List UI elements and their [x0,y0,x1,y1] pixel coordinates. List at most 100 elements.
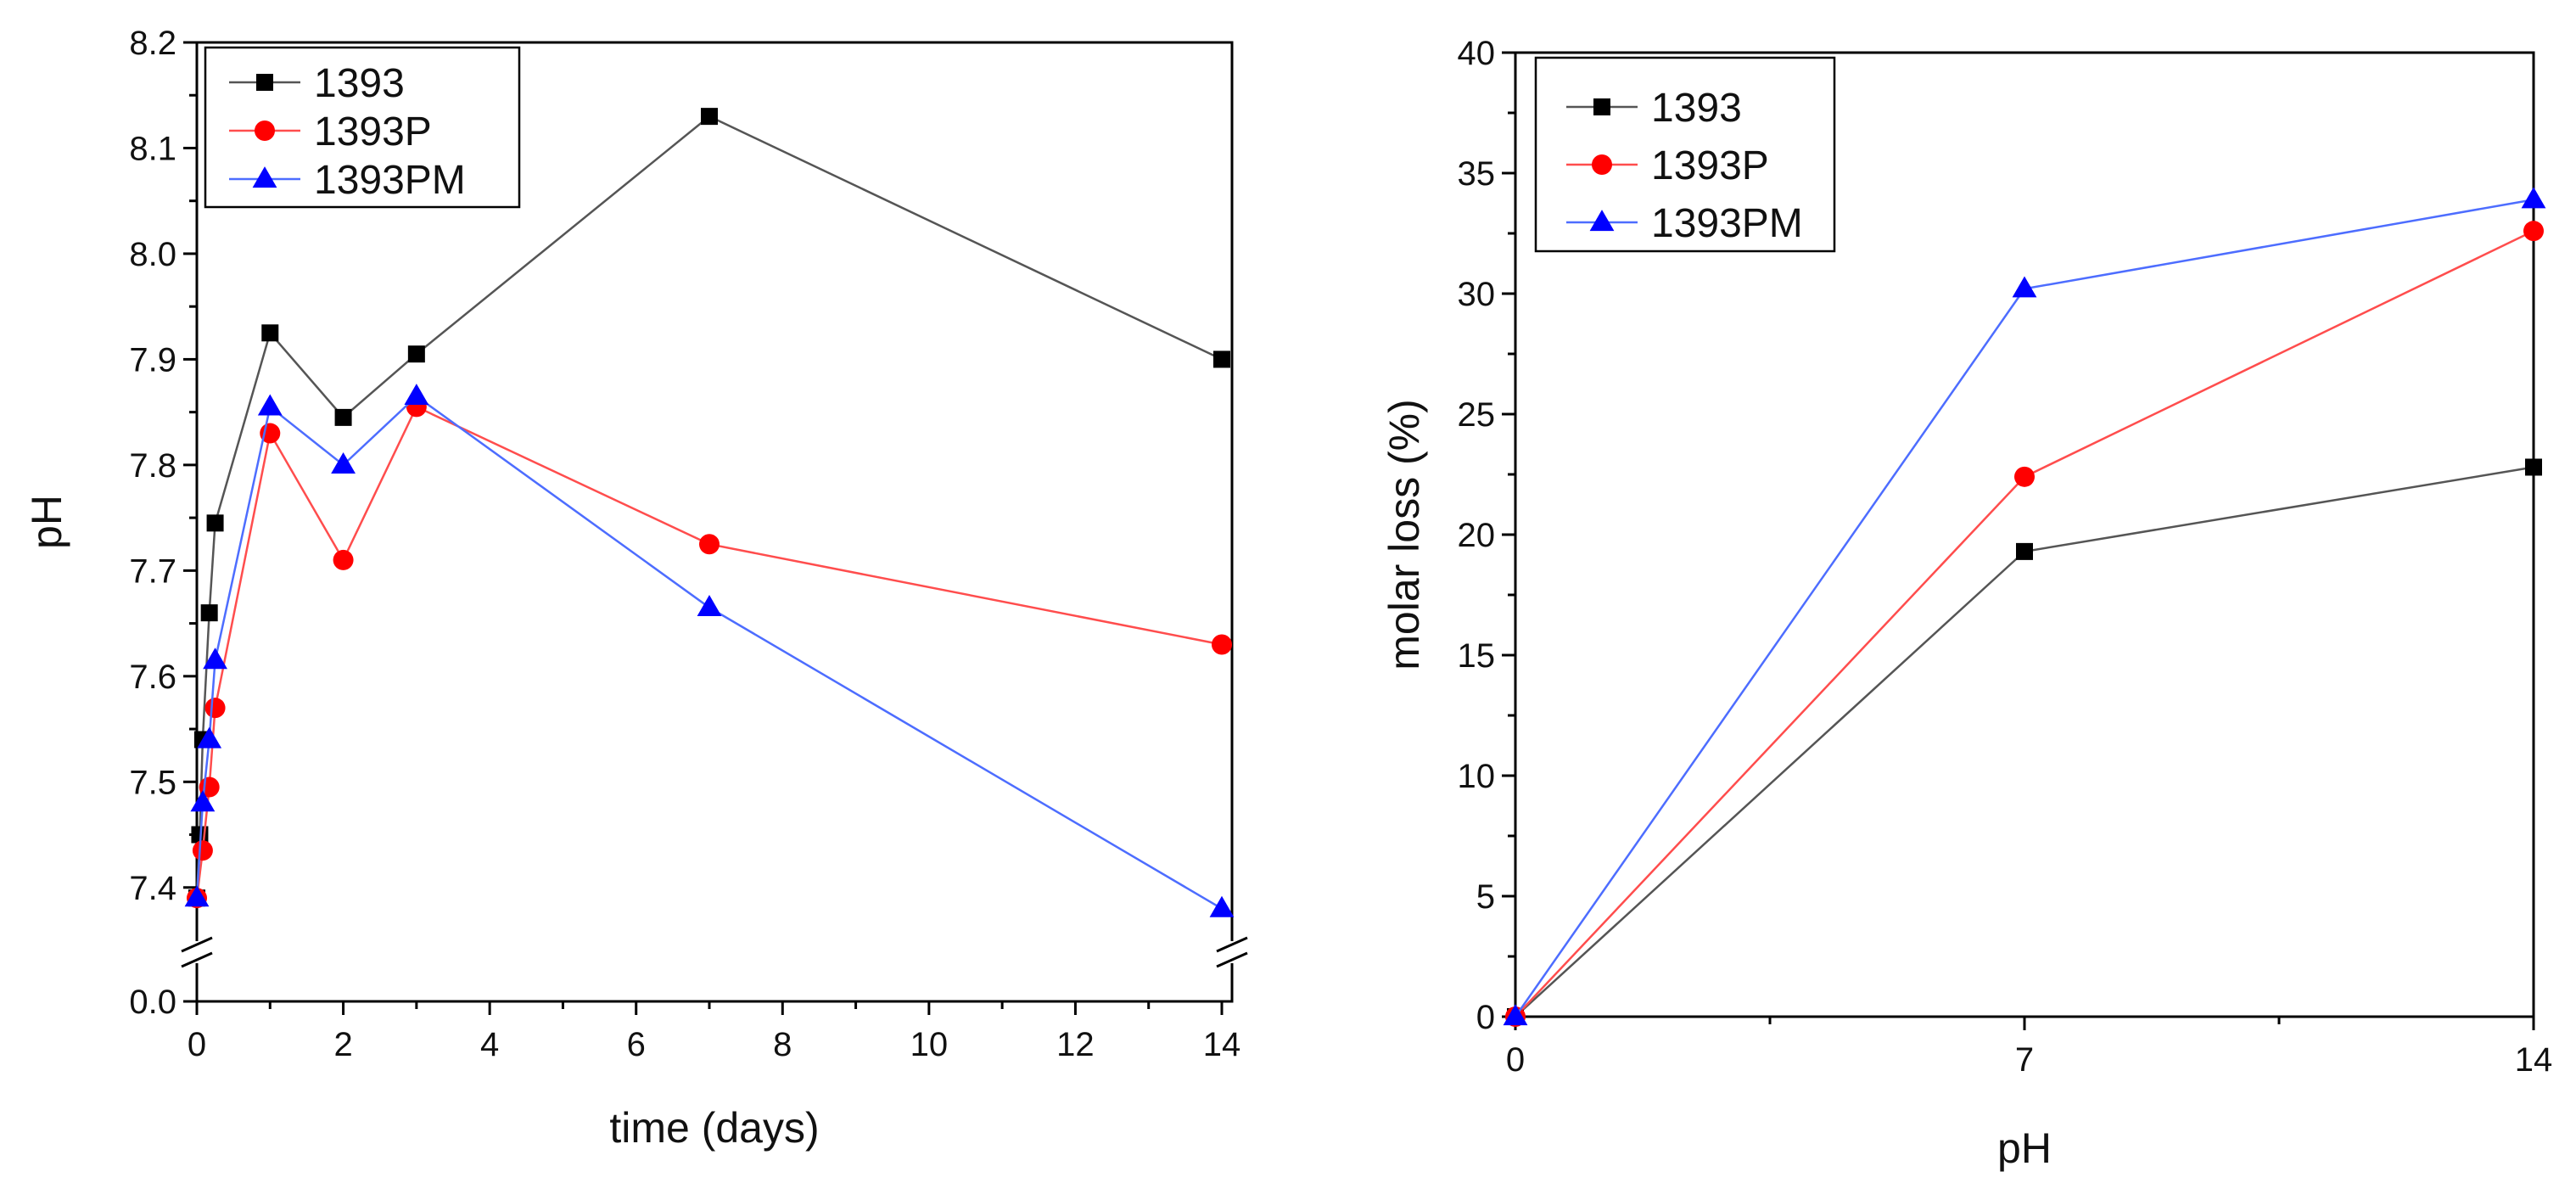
y-tick-label: 8.2 [129,25,176,62]
legend-box [1534,56,1836,253]
legend: 1393 1393P 1393PM [1534,56,1836,253]
data-point [192,840,213,861]
series-line [195,405,1223,899]
y-tick-label: 7.7 [129,552,176,590]
data-point [1212,634,1232,655]
y-tick-label: 7.9 [129,341,176,378]
legend-label: 1393P [314,109,432,154]
legend-label: 1393 [1651,86,1742,131]
data-point [200,604,218,622]
data-point [404,384,429,406]
legend-entries: 1393 1393P 1393PM [1566,86,1803,246]
y-tick-label: 15 [1458,637,1496,675]
legend-item-1393pm: 1393PM [229,158,466,203]
chart-ph-vs-time: 7.47.57.67.77.87.98.08.18.2 0 2 4 6 8 10 12 14 … [23,25,1251,1152]
data-point [2521,187,2546,209]
legend-marker [1593,98,1610,115]
axis-break-mark [178,936,216,968]
y-axis: 7.4 7.5 7.6 7.7 7.8 7.9 8.0 8.1 8.2 [129,25,197,907]
data-point [197,726,222,748]
plot-frame [195,41,1234,1003]
y-tick-label: 35 [1458,155,1496,193]
data-point [1213,350,1230,368]
legend-marker [252,166,277,188]
y-tick-label: 7.5 [129,764,176,801]
x-tick-label: 6 [627,1026,646,1063]
data-point [2525,458,2542,476]
x-axis: 0 2 4 6 8 10 12 14 [188,1001,1240,1063]
data-point [190,790,216,812]
series-1393pm [1503,187,2546,1026]
data-point [204,698,226,719]
y-tick-label: 40 [1458,35,1496,72]
x-axis: 0 7 14 [1506,1017,2552,1079]
y-tick-label: 7.4 [129,870,176,907]
y-tick-label: 8.0 [129,236,176,273]
data-point [2016,542,2033,560]
x-tick-label: 8 [773,1026,792,1063]
data-point [701,108,718,126]
data-series [184,108,1235,917]
legend-marker [256,74,273,91]
legend-label: 1393PM [314,158,466,203]
series-1393p [1505,221,2544,1027]
x-tick-label: 14 [2515,1041,2553,1079]
data-point [2012,276,2037,298]
data-point [334,408,352,426]
y-tick-label: 20 [1458,517,1496,554]
x-tick-label: 2 [333,1026,352,1063]
y-tick-label: 30 [1458,276,1496,313]
data-point [1503,1004,1528,1026]
legend-label: 1393P [1651,143,1769,188]
y-tick-label: 5 [1476,878,1495,916]
data-point [333,549,354,570]
data-point [203,648,227,670]
data-point [697,595,722,616]
x-tick-label: 12 [1056,1026,1095,1063]
y-axis-title: molar loss (%) [1380,399,1428,670]
x-axis-title: time (days) [609,1104,819,1152]
data-point [206,514,224,532]
series-line [1515,230,2534,1018]
y-axis: 0 5 10 15 20 25 30 35 40 [1458,35,1515,1036]
legend-label: 1393 [314,61,405,106]
data-point [184,885,210,907]
data-point [407,345,425,363]
data-point [2014,466,2035,487]
x-tick-label: 4 [480,1026,499,1063]
series-1393 [1507,458,2542,1025]
y-tick-label-below-break: 0.0 [129,984,176,1021]
y-tick-label: 7.6 [129,659,176,696]
y-axis-title: pH [23,495,70,549]
y-tick-label: 7.8 [129,447,176,485]
legend-label: 1393PM [1651,201,1803,246]
y-tick-label: 25 [1458,396,1496,434]
data-point [261,324,279,342]
series-1393pm [184,384,1235,917]
y-tick-label: 10 [1458,758,1496,795]
legend-item-1393: 1393 [229,61,405,106]
series-line [195,115,1223,899]
legend-item-1393: 1393 [1566,86,1742,131]
legend-marker [255,121,275,141]
data-point [257,394,283,416]
axis-break: 0.0 [129,936,1251,1021]
x-axis-title: pH [1997,1124,2052,1172]
data-point [2523,221,2544,242]
legend-item-1393pm: 1393PM [1566,201,1803,246]
data-point [1209,895,1235,917]
legend-item-1393p: 1393P [1566,143,1769,188]
y-tick-label: 0 [1476,999,1495,1036]
data-series [1503,187,2546,1027]
series-1393 [188,108,1230,907]
x-tick-label: 10 [910,1026,949,1063]
x-tick-label: 7 [2015,1041,2034,1079]
legend-item-1393p: 1393P [229,109,432,154]
data-point [699,534,720,555]
series-line [1514,199,2534,1018]
data-point [331,452,356,474]
